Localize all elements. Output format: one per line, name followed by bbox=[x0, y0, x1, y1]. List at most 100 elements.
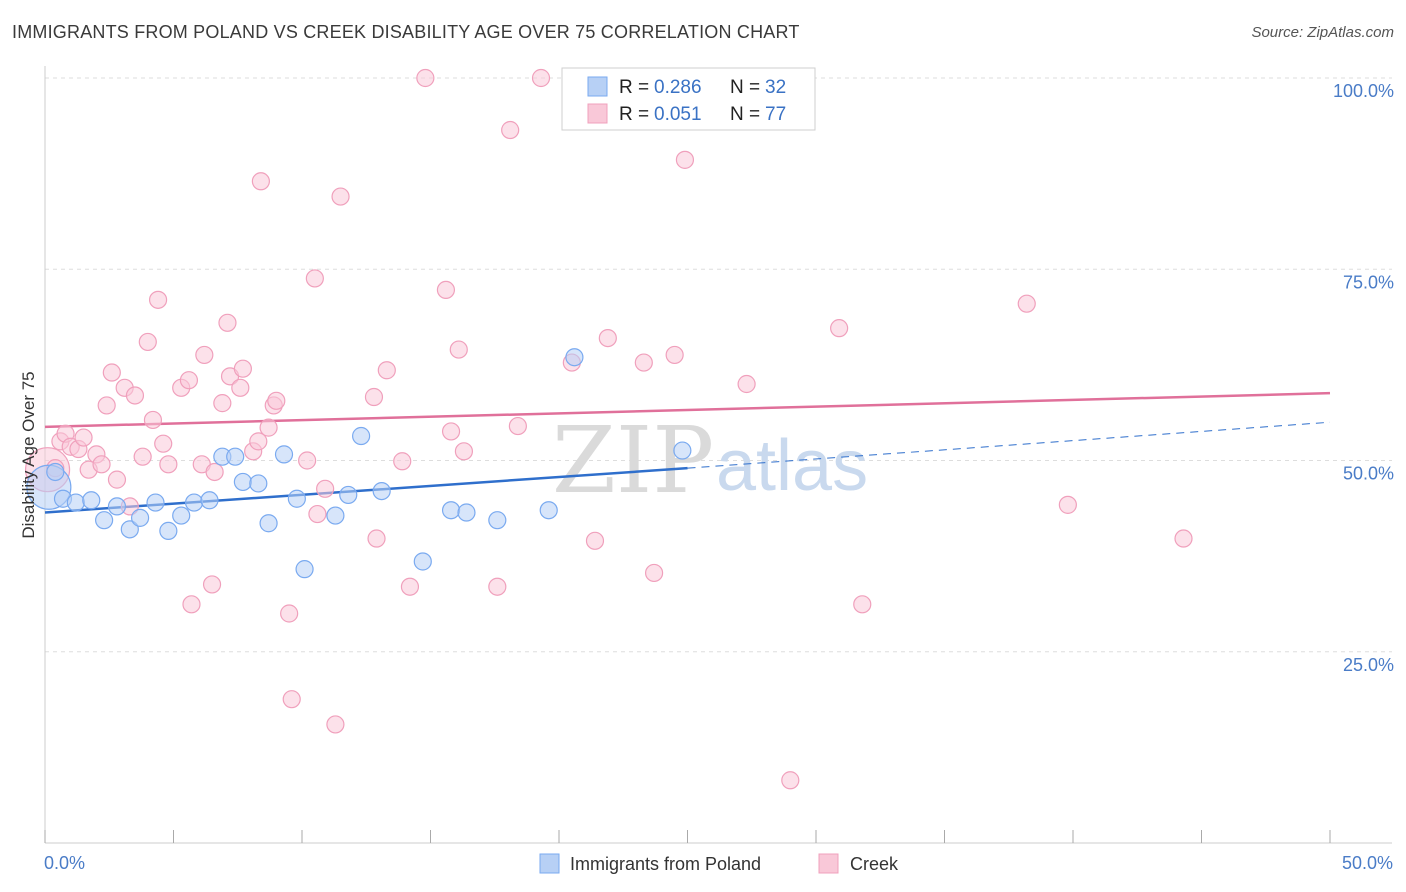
point-creek bbox=[280, 604, 299, 623]
point-creek bbox=[143, 410, 163, 430]
point-creek bbox=[377, 361, 396, 380]
point-creek bbox=[205, 462, 224, 482]
legend-n-value: 77 bbox=[765, 104, 786, 125]
point-poland bbox=[95, 511, 114, 530]
point-poland bbox=[130, 508, 150, 527]
point-poland bbox=[441, 501, 461, 520]
point-creek bbox=[97, 396, 116, 415]
watermark-atlas: atlas bbox=[716, 426, 868, 506]
point-creek bbox=[298, 451, 317, 470]
grid bbox=[45, 77, 1392, 653]
trendline-poland-projection bbox=[687, 421, 1331, 469]
point-poland bbox=[565, 348, 584, 367]
point-creek bbox=[249, 432, 268, 451]
legend-n-label: N = bbox=[730, 104, 760, 125]
ticks: 25.0% 50.0% 75.0% 100.0% bbox=[44, 81, 1394, 843]
point-poland bbox=[287, 489, 306, 508]
point-creek bbox=[665, 345, 684, 365]
point-creek bbox=[231, 378, 250, 397]
y-tick-label: 25.0% bbox=[1343, 655, 1394, 675]
point-poland bbox=[352, 426, 371, 446]
watermark: ZIP atlas bbox=[552, 407, 868, 514]
bottom-legend: Immigrants from Poland Creek bbox=[539, 853, 899, 874]
point-creek bbox=[508, 416, 527, 436]
point-creek bbox=[367, 529, 386, 548]
point-creek bbox=[853, 595, 872, 614]
chart-title: IMMIGRANTS FROM POLAND VS CREEK DISABILI… bbox=[12, 22, 800, 42]
point-poland bbox=[457, 503, 476, 522]
point-creek bbox=[531, 68, 551, 88]
bottom-legend-swatch-poland bbox=[539, 853, 560, 874]
point-poland bbox=[259, 514, 278, 533]
point-creek bbox=[326, 715, 345, 734]
point-poland bbox=[339, 485, 358, 505]
point-poland bbox=[539, 501, 558, 520]
point-creek bbox=[416, 68, 435, 88]
legend-r-label: R = bbox=[619, 77, 649, 98]
point-poland bbox=[295, 560, 314, 579]
point-creek bbox=[148, 290, 168, 309]
y-tick-label: 75.0% bbox=[1343, 272, 1394, 292]
point-creek bbox=[488, 577, 507, 596]
point-creek bbox=[308, 504, 327, 524]
point-creek bbox=[154, 434, 173, 453]
legend-r-value: 0.051 bbox=[654, 104, 702, 125]
x-tick-label-min: 0.0% bbox=[44, 853, 85, 873]
point-creek bbox=[1174, 529, 1193, 548]
point-creek bbox=[267, 391, 286, 410]
point-creek bbox=[331, 187, 350, 206]
point-creek bbox=[737, 374, 756, 394]
point-creek bbox=[218, 313, 237, 332]
x-tick-label-max: 50.0% bbox=[1342, 853, 1393, 873]
point-creek bbox=[233, 359, 252, 378]
source-label: Source: ZipAtlas.com bbox=[1251, 24, 1394, 41]
legend-swatch-creek bbox=[587, 103, 608, 124]
point-creek bbox=[501, 120, 520, 140]
point-creek bbox=[454, 442, 474, 461]
point-creek bbox=[125, 386, 145, 405]
point-poland bbox=[120, 520, 139, 539]
point-creek bbox=[675, 150, 695, 169]
point-creek bbox=[107, 470, 127, 489]
bottom-legend-swatch-creek bbox=[818, 853, 839, 874]
point-creek bbox=[316, 479, 335, 498]
trendline-creek bbox=[44, 391, 1331, 429]
point-creek bbox=[213, 394, 232, 413]
points bbox=[24, 68, 1193, 790]
point-creek bbox=[305, 269, 324, 288]
watermark-zip: ZIP bbox=[552, 407, 714, 514]
point-poland bbox=[46, 462, 65, 482]
point-creek bbox=[400, 577, 420, 596]
point-poland bbox=[184, 493, 204, 512]
point-creek bbox=[133, 447, 152, 466]
point-creek bbox=[102, 363, 121, 382]
legend-n-label: N = bbox=[730, 77, 760, 98]
bottom-legend-label-creek: Creek bbox=[850, 854, 899, 874]
legend-n-value: 32 bbox=[765, 77, 786, 98]
point-creek bbox=[195, 345, 214, 365]
point-poland bbox=[673, 441, 692, 460]
point-poland bbox=[146, 493, 165, 512]
y-axis-title: Disability Age Over 75 bbox=[19, 371, 38, 538]
point-creek bbox=[781, 771, 800, 790]
legend-r-value: 0.286 bbox=[654, 77, 702, 98]
point-creek bbox=[441, 422, 461, 441]
point-poland bbox=[200, 491, 219, 510]
point-poland bbox=[66, 493, 85, 512]
point-creek bbox=[74, 428, 93, 447]
point-creek bbox=[159, 455, 178, 474]
point-creek bbox=[585, 531, 605, 550]
point-creek bbox=[644, 563, 664, 583]
point-poland bbox=[326, 506, 345, 525]
y-tick-label: 100.0% bbox=[1333, 81, 1394, 101]
point-poland bbox=[372, 482, 391, 501]
legend-swatch-poland bbox=[587, 76, 608, 97]
point-poland bbox=[274, 445, 294, 464]
point-poland bbox=[226, 447, 245, 466]
point-poland bbox=[488, 511, 507, 530]
point-creek bbox=[282, 690, 301, 709]
point-creek bbox=[1058, 495, 1077, 514]
point-creek bbox=[92, 455, 111, 474]
point-poland bbox=[249, 474, 268, 493]
